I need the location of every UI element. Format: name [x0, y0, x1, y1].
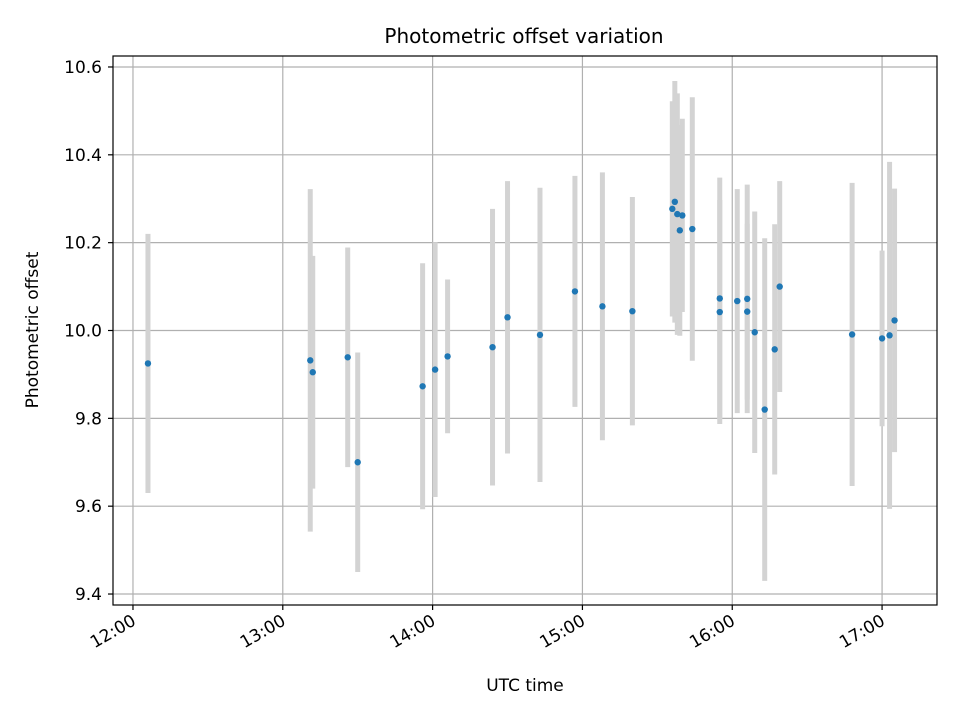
data-point: [431, 366, 439, 373]
data-points: [144, 198, 898, 466]
data-point: [309, 369, 316, 376]
data-point: [679, 212, 686, 219]
data-point: [344, 354, 351, 361]
data-point: [751, 329, 758, 336]
data-point: [671, 198, 679, 206]
data-point: [599, 303, 606, 310]
data-point: [669, 205, 676, 213]
y-tick-label: 9.4: [75, 585, 102, 605]
data-point: [419, 383, 426, 390]
data-point: [716, 295, 723, 302]
data-point: [761, 406, 768, 413]
data-point: [536, 331, 544, 339]
data-point: [744, 308, 751, 315]
data-point: [716, 308, 723, 316]
data-point: [689, 225, 696, 233]
data-point: [878, 335, 886, 342]
data-point: [771, 346, 778, 353]
data-point: [734, 297, 741, 305]
y-tick-label: 10.2: [64, 234, 102, 254]
y-tick-label: 10.4: [64, 146, 102, 166]
data-point: [444, 353, 451, 360]
data-point: [489, 343, 496, 351]
y-axis-label: Photometric offset: [23, 251, 43, 408]
data-point: [848, 331, 856, 338]
y-tick-label: 9.6: [75, 497, 102, 517]
data-point: [571, 288, 579, 295]
data-point: [891, 317, 898, 324]
y-tick-label: 10.6: [64, 58, 102, 78]
data-point: [354, 459, 361, 466]
x-axis-label: UTC time: [486, 676, 564, 696]
y-tick-label: 10.0: [64, 322, 102, 342]
data-point: [144, 360, 152, 367]
data-point: [776, 283, 783, 290]
data-point: [744, 295, 751, 303]
data-point: [629, 307, 636, 315]
data-point: [307, 357, 314, 364]
data-point: [676, 227, 684, 234]
data-point: [504, 314, 511, 321]
data-point: [886, 332, 893, 339]
chart-title: Photometric offset variation: [384, 24, 663, 48]
y-tick-label: 9.8: [75, 409, 102, 429]
data-point: [674, 210, 681, 218]
